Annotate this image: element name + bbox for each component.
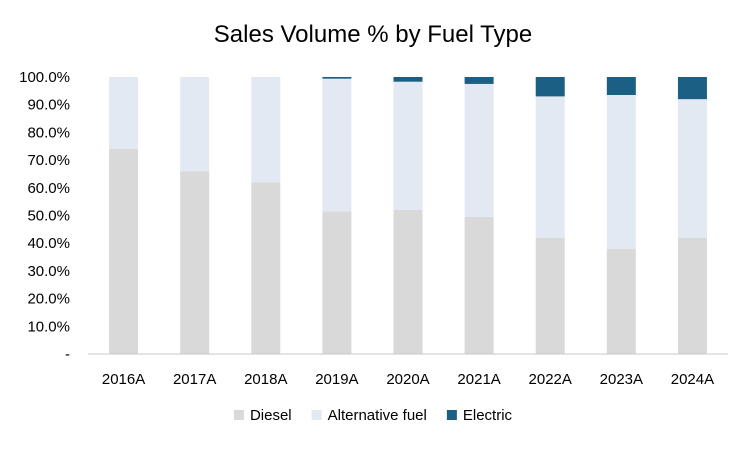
- x-tick-label: 2022A: [529, 371, 572, 388]
- bar-2020A-series-0: [393, 209, 423, 354]
- bar-2020A-series-1: [393, 81, 423, 210]
- legend-label: Electric: [463, 407, 513, 424]
- y-tick-label: 70.0%: [27, 152, 70, 169]
- bar-2021A-series-2: [464, 77, 494, 84]
- y-tick-label: 100.0%: [19, 69, 70, 86]
- legend-item-2: Electric: [446, 407, 513, 424]
- y-tick-label: 90.0%: [27, 97, 70, 114]
- y-tick-label: 10.0%: [27, 318, 70, 335]
- bar-2024A-series-2: [677, 77, 707, 100]
- y-tick-label: 50.0%: [27, 208, 70, 225]
- legend-swatch: [446, 410, 457, 420]
- x-tick-label: 2023A: [600, 371, 643, 388]
- x-tick-label: 2021A: [457, 371, 500, 388]
- bar-2019A-series-0: [322, 211, 352, 354]
- bar-2017A-series-0: [180, 171, 210, 354]
- bar-2022A-series-2: [535, 77, 565, 97]
- y-tick-label: 20.0%: [27, 291, 70, 308]
- bar-2019A-series-1: [322, 78, 352, 212]
- x-axis-ticks: 2016A 2017A 2018A 2019A 2020A 2021A 2022A 2023A…: [102, 371, 714, 388]
- legend-item-1: Alternative fuel: [311, 407, 427, 424]
- x-tick-label: 2017A: [173, 371, 216, 388]
- y-tick-label: 80.0%: [27, 124, 70, 141]
- bar-2018A-series-0: [251, 182, 281, 354]
- bar-2017A-series-1: [180, 77, 210, 172]
- x-tick-label: 2019A: [315, 371, 358, 388]
- bar-2021A-series-1: [464, 83, 494, 217]
- legend-swatch: [311, 410, 322, 420]
- x-tick-label: 2024A: [671, 371, 714, 388]
- bars-layer: [109, 77, 707, 354]
- legend-item-0: Diesel: [233, 407, 292, 424]
- y-axis-ticks: - 10.0% 20.0% 30.0% 40.0% 50.0% 60.0% 70.0% 80.0…: [19, 69, 70, 363]
- y-tick-label: 60.0%: [27, 180, 70, 197]
- bar-2021A-series-0: [464, 216, 494, 354]
- bar-2016A-series-0: [109, 149, 139, 354]
- legend-label: Diesel: [250, 407, 292, 424]
- x-tick-label: 2020A: [386, 371, 429, 388]
- bar-2023A-series-1: [606, 95, 636, 249]
- y-tick-label: 30.0%: [27, 263, 70, 280]
- x-tick-label: 2018A: [244, 371, 287, 388]
- legend-swatch: [233, 410, 244, 420]
- chart-title: Sales Volume % by Fuel Type: [214, 21, 532, 48]
- bar-2023A-series-0: [606, 248, 636, 354]
- y-tick-label: 40.0%: [27, 235, 70, 252]
- bar-2023A-series-2: [606, 77, 636, 95]
- bar-2016A-series-1: [109, 77, 139, 150]
- bar-2022A-series-1: [535, 96, 565, 238]
- x-tick-label: 2016A: [102, 371, 145, 388]
- bar-2018A-series-1: [251, 77, 281, 183]
- legend: Diesel Alternative fuel Electric: [233, 407, 513, 424]
- y-tick-label: -: [65, 346, 70, 363]
- bar-2019A-series-2: [322, 77, 352, 79]
- legend-label: Alternative fuel: [328, 407, 427, 424]
- bar-2022A-series-0: [535, 237, 565, 354]
- bar-2020A-series-2: [393, 77, 423, 82]
- bar-2024A-series-1: [677, 99, 707, 238]
- bar-2024A-series-0: [677, 237, 707, 354]
